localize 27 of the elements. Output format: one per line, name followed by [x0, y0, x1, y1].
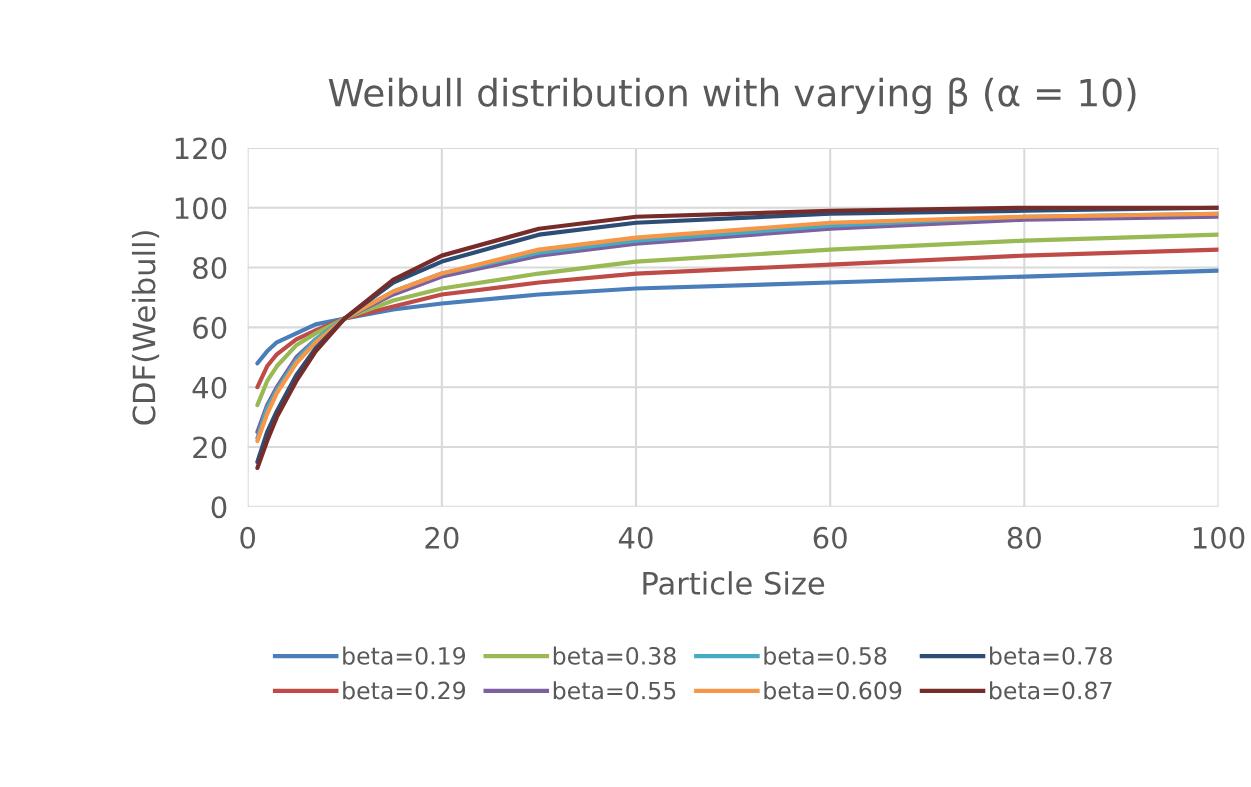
- x-tick-label: 20: [425, 526, 459, 549]
- x-tick-label: 0: [240, 526, 256, 549]
- legend-label: beta=0.29: [343, 681, 466, 700]
- chart-title: Weibull distribution with varying β (α = 10): [328, 77, 1136, 115]
- legend-label: beta=0.38: [553, 646, 676, 665]
- line-series: [255, 247, 1219, 390]
- y-tick-label: 80: [193, 257, 227, 280]
- legend-label: beta=0.87: [990, 681, 1112, 700]
- legend-label: beta=0.55: [553, 681, 676, 700]
- legend-label: beta=0.19: [343, 646, 466, 665]
- legend-label: beta=0.78: [990, 646, 1112, 665]
- x-axis-title: Particle Size: [643, 571, 825, 595]
- legend-label: beta=0.58: [764, 646, 887, 665]
- y-axis-title: CDF(Weibull): [131, 231, 160, 425]
- x-tick-label: 60: [813, 526, 847, 549]
- y-tick-label: 40: [192, 376, 227, 399]
- y-tick-label: 20: [193, 436, 227, 459]
- line-series: [255, 232, 1219, 408]
- y-tick-label: 0: [211, 496, 227, 519]
- x-tick-label: 40: [618, 526, 653, 549]
- line-series: [255, 268, 1219, 366]
- x-tick-label: 80: [1007, 526, 1041, 549]
- y-tick-label: 60: [193, 316, 227, 339]
- y-tick-label: 100: [175, 197, 227, 220]
- y-tick-label: 120: [175, 137, 227, 160]
- legend-label: beta=0.609: [764, 681, 902, 700]
- x-tick-label: 100: [1193, 526, 1245, 549]
